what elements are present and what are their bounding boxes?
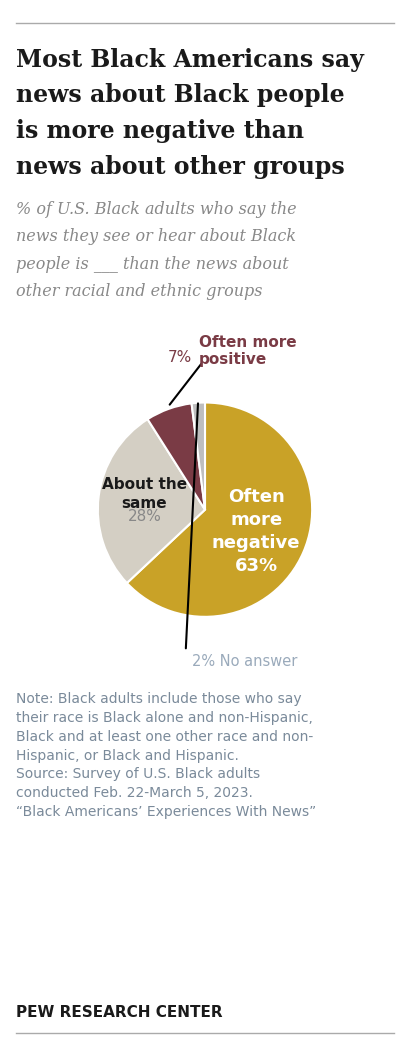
Text: Often
more
negative
63%: Often more negative 63% <box>211 489 300 576</box>
Text: % of U.S. Black adults who say the: % of U.S. Black adults who say the <box>16 201 296 218</box>
Text: Often more
positive: Often more positive <box>198 335 295 367</box>
Text: news about Black people: news about Black people <box>16 83 344 108</box>
Wedge shape <box>98 419 204 583</box>
Text: 7%: 7% <box>167 350 192 365</box>
Wedge shape <box>147 403 204 510</box>
Text: 28%: 28% <box>127 509 161 524</box>
Text: is more negative than: is more negative than <box>16 119 303 144</box>
Text: news they see or hear about Black: news they see or hear about Black <box>16 228 296 245</box>
Text: PEW RESEARCH CENTER: PEW RESEARCH CENTER <box>16 1005 222 1020</box>
Text: other racial and ethnic groups: other racial and ethnic groups <box>16 283 262 300</box>
Wedge shape <box>126 402 311 617</box>
Text: Most Black Americans say: Most Black Americans say <box>16 48 363 72</box>
Text: About the
same: About the same <box>101 477 187 511</box>
Text: 2% No answer: 2% No answer <box>192 655 297 670</box>
Wedge shape <box>191 402 204 510</box>
Text: news about other groups: news about other groups <box>16 155 344 180</box>
Text: Note: Black adults include those who say
their race is Black alone and non-Hispa: Note: Black adults include those who say… <box>16 692 316 819</box>
Text: people is ___ than the news about: people is ___ than the news about <box>16 256 288 272</box>
